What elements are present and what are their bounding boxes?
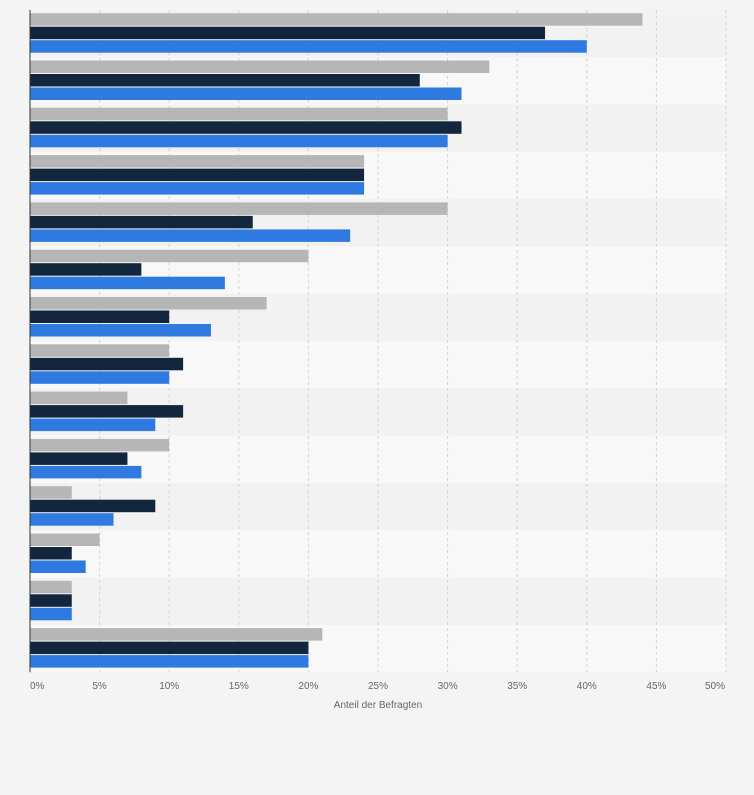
bar — [30, 60, 490, 73]
bar — [30, 513, 114, 526]
bar — [30, 499, 156, 513]
bar — [30, 357, 184, 371]
gridlines — [29, 10, 727, 673]
bar — [30, 465, 142, 479]
bar — [30, 324, 211, 337]
x-tick-label: 0% — [30, 681, 45, 692]
bar — [30, 229, 351, 242]
bars — [30, 13, 643, 668]
bar — [30, 40, 587, 53]
bar — [30, 391, 128, 405]
bar — [30, 405, 184, 418]
bar — [30, 263, 142, 276]
bar — [30, 547, 72, 560]
bar — [30, 13, 643, 26]
bar — [30, 182, 365, 195]
bar — [30, 655, 309, 668]
x-tick-label: 5% — [92, 681, 107, 692]
x-axis-label: Anteil der Befragten — [334, 700, 422, 711]
bar — [30, 344, 170, 357]
bar — [30, 215, 253, 229]
bar — [30, 107, 448, 121]
bar — [30, 297, 267, 310]
bar — [30, 486, 72, 499]
bar — [30, 452, 128, 465]
bar — [30, 628, 323, 641]
bar — [30, 121, 462, 134]
bar — [30, 249, 309, 263]
x-tick-label: 25% — [368, 681, 388, 692]
bar — [30, 438, 170, 452]
bar — [30, 26, 546, 40]
bar — [30, 607, 72, 621]
bar — [30, 134, 448, 148]
x-tick-label: 40% — [577, 681, 597, 692]
bar — [30, 533, 100, 546]
bar — [30, 560, 86, 573]
x-tick-label: 50% — [705, 681, 725, 692]
bar — [30, 155, 365, 168]
bar — [30, 594, 72, 607]
x-tick-label: 15% — [229, 681, 249, 692]
x-tick-labels: 0% 5% 10% 15% 20% 25% 30% 35% 40% 45% 50% — [30, 681, 725, 692]
bar — [30, 87, 462, 100]
bar — [30, 168, 365, 182]
x-tick-label: 30% — [438, 681, 458, 692]
bar — [30, 641, 309, 655]
x-tick-label: 35% — [507, 681, 527, 692]
x-tick-label: 20% — [298, 681, 318, 692]
bar — [30, 74, 420, 87]
bar — [30, 276, 225, 290]
x-tick-label: 10% — [159, 681, 179, 692]
bar — [30, 418, 156, 432]
bar — [30, 310, 170, 323]
x-tick-label: 45% — [646, 681, 666, 692]
bar — [30, 202, 448, 215]
bar — [30, 371, 170, 384]
bar — [30, 580, 72, 594]
